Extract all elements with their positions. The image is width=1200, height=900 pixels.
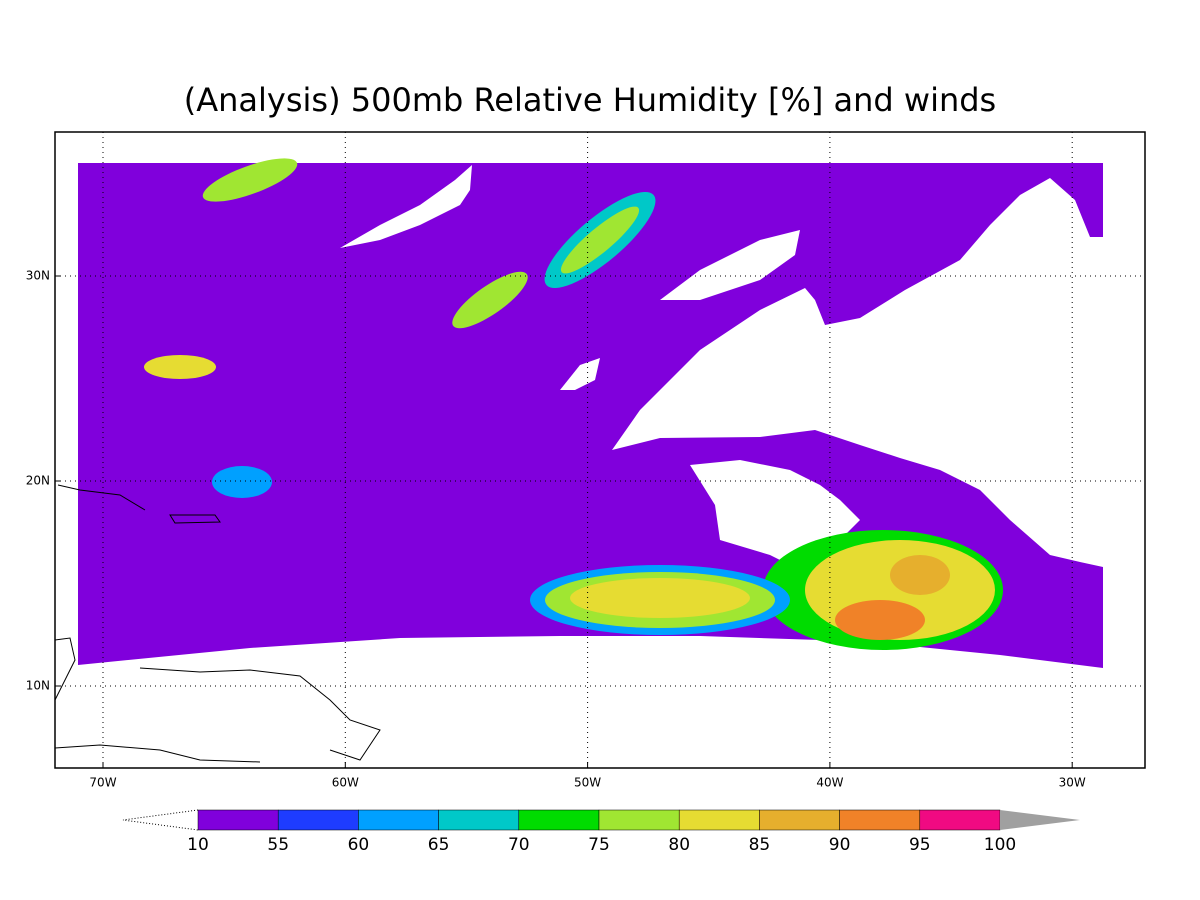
colorbar-segment [759,809,840,831]
colorbar-label: 85 [749,835,771,855]
coastlines [54,484,381,763]
colorbar-label: 55 [267,835,289,855]
colorbar-label: 70 [508,835,530,855]
colorbar-segment [358,809,439,831]
map-frame [54,131,1146,769]
colorbar-over [1000,810,1080,830]
lon-tick-label: 70W [89,776,116,790]
colorbar-under [122,809,199,831]
dry-area [340,165,472,248]
rh-patch [570,578,750,618]
rh-patch [212,466,272,498]
colorbar-label: 100 [984,835,1016,855]
lon-tick-label: 40W [816,776,843,790]
colorbar-segment [919,809,1001,831]
rh-patch [144,355,216,379]
rh-patch [835,600,925,640]
colorbar-label: 80 [668,835,690,855]
dry-area [660,230,800,300]
colorbar-segment [839,809,921,831]
colorbar-label: 95 [909,835,931,855]
colorbar-label: 90 [829,835,851,855]
lat-tick-label: 20N [26,474,50,488]
colorbar-segment [277,809,359,831]
lon-tick-label: 30W [1059,776,1086,790]
lon-tick-label: 50W [574,776,601,790]
lat-tick-label: 30N [26,269,50,283]
colorbar-segment [518,809,600,831]
colorbar-label: 75 [588,835,610,855]
dry-area [560,358,600,390]
colorbar-segment [197,809,279,831]
map-title: (Analysis) 500mb Relative Humidity [%] a… [184,81,996,119]
lat-tick-label: 10N [26,679,50,693]
colorbar-segment [438,809,520,831]
rh-patch [560,206,640,274]
rh-patch [202,158,298,202]
lon-tick-label: 60W [332,776,359,790]
humidity-field [78,158,1103,668]
colorbar-label: 65 [428,835,450,855]
colorbar-label: 10 [187,835,209,855]
colorbar-segment [678,809,760,831]
colorbar-label: 60 [348,835,370,855]
colorbar-segment [598,809,680,831]
rh-patch [890,555,950,595]
rh-patch [452,271,528,329]
